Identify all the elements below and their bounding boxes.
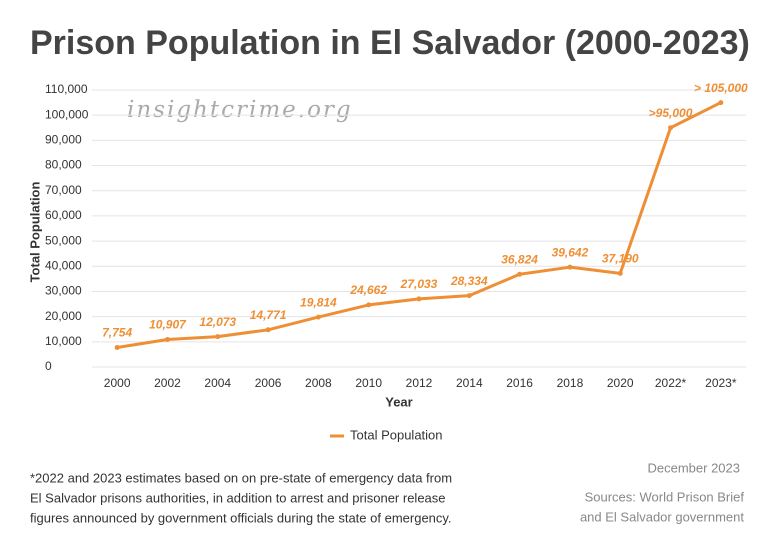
y-tick-label: 0 bbox=[45, 359, 52, 373]
x-tick-label: 2010 bbox=[355, 376, 382, 390]
data-label: 7,754 bbox=[102, 326, 132, 340]
data-label: 27,033 bbox=[400, 277, 438, 291]
data-point bbox=[668, 125, 674, 131]
x-tick-label: 2008 bbox=[305, 376, 332, 390]
data-label: >95,000 bbox=[649, 106, 693, 120]
y-tick-label: 10,000 bbox=[45, 334, 82, 348]
data-label: 36,824 bbox=[501, 252, 538, 266]
y-tick-label: 100,000 bbox=[45, 107, 89, 121]
data-label: 39,642 bbox=[552, 245, 589, 259]
footnote: El Salvador prisons authorities, in addi… bbox=[30, 490, 446, 505]
data-point bbox=[366, 302, 372, 308]
data-point bbox=[617, 270, 623, 276]
x-tick-label: 2000 bbox=[104, 376, 131, 390]
x-axis-label: Year bbox=[385, 394, 412, 409]
y-tick-label: 80,000 bbox=[45, 158, 82, 172]
footnote: figures announced by government official… bbox=[30, 510, 452, 525]
data-point bbox=[164, 337, 170, 343]
data-point bbox=[718, 100, 724, 106]
x-tick-label: 2006 bbox=[255, 376, 282, 390]
x-tick-label: 2018 bbox=[557, 376, 584, 390]
data-label: 19,814 bbox=[300, 295, 337, 309]
sources: Sources: World Prison Brief bbox=[585, 489, 745, 504]
x-tick-label: 2012 bbox=[406, 376, 433, 390]
x-tick-label: 2002 bbox=[154, 376, 181, 390]
y-tick-label: 20,000 bbox=[45, 309, 82, 323]
x-tick-label: 2022* bbox=[655, 376, 687, 390]
x-tick-label: 2014 bbox=[456, 376, 483, 390]
data-point bbox=[265, 327, 271, 333]
data-point bbox=[466, 293, 472, 299]
x-tick-label: 2020 bbox=[607, 376, 634, 390]
x-tick-label: 2016 bbox=[506, 376, 533, 390]
data-point bbox=[215, 334, 221, 340]
chart-title: Prison Population in El Salvador (2000-2… bbox=[30, 24, 750, 62]
data-label: 12,073 bbox=[199, 315, 236, 329]
legend-label: Total Population bbox=[350, 427, 443, 442]
data-label: 24,662 bbox=[349, 283, 387, 297]
data-label: 37,190 bbox=[602, 252, 639, 266]
data-label: 10,907 bbox=[149, 318, 187, 332]
y-tick-label: 90,000 bbox=[45, 133, 82, 147]
y-tick-label: 110,000 bbox=[45, 82, 88, 96]
date: December 2023 bbox=[648, 460, 741, 475]
footnote: *2022 and 2023 estimates based on on pre… bbox=[30, 470, 452, 485]
y-tick-label: 60,000 bbox=[45, 208, 82, 222]
y-tick-label: 30,000 bbox=[45, 284, 82, 298]
x-tick-label: 2023* bbox=[705, 376, 737, 390]
data-point bbox=[416, 296, 422, 302]
data-label: 14,771 bbox=[250, 308, 287, 322]
data-line bbox=[116, 101, 722, 349]
x-tick-label: 2004 bbox=[204, 376, 231, 390]
watermark: insightcrime.org bbox=[127, 97, 353, 123]
y-tick-label: 40,000 bbox=[45, 258, 82, 272]
data-point bbox=[567, 264, 573, 270]
sources: and El Salvador government bbox=[580, 509, 744, 524]
y-tick-label: 50,000 bbox=[45, 233, 82, 247]
data-label: > 105,000 bbox=[694, 81, 748, 95]
data-point bbox=[517, 271, 523, 277]
y-axis-label: Total Population bbox=[27, 182, 42, 283]
y-tick-label: 70,000 bbox=[45, 183, 82, 197]
data-point bbox=[315, 314, 321, 320]
data-point bbox=[114, 344, 120, 350]
data-label: 28,334 bbox=[450, 274, 488, 288]
